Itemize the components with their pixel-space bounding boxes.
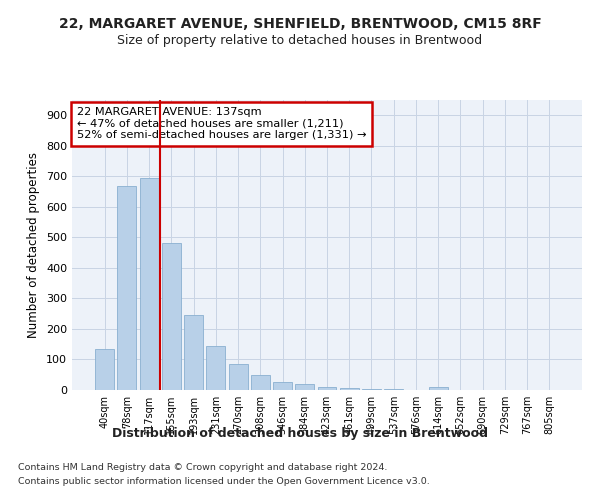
Bar [184, 315, 203, 390]
Text: Size of property relative to detached houses in Brentwood: Size of property relative to detached ho… [118, 34, 482, 47]
Y-axis label: Number of detached properties: Number of detached properties [28, 152, 40, 338]
Text: Distribution of detached houses by size in Brentwood: Distribution of detached houses by size … [112, 428, 488, 440]
Bar [295, 384, 314, 390]
Bar [118, 186, 136, 390]
Bar [317, 387, 337, 390]
Bar [273, 382, 292, 390]
Text: 22, MARGARET AVENUE, SHENFIELD, BRENTWOOD, CM15 8RF: 22, MARGARET AVENUE, SHENFIELD, BRENTWOO… [59, 18, 541, 32]
Bar [429, 387, 448, 390]
Bar [140, 178, 158, 390]
Bar [206, 346, 225, 390]
Bar [162, 244, 181, 390]
Text: Contains HM Land Registry data © Crown copyright and database right 2024.: Contains HM Land Registry data © Crown c… [18, 464, 388, 472]
Bar [251, 376, 270, 390]
Bar [95, 349, 114, 390]
Text: Contains public sector information licensed under the Open Government Licence v3: Contains public sector information licen… [18, 477, 430, 486]
Bar [340, 388, 359, 390]
Text: 22 MARGARET AVENUE: 137sqm
← 47% of detached houses are smaller (1,211)
52% of s: 22 MARGARET AVENUE: 137sqm ← 47% of deta… [77, 108, 367, 140]
Bar [229, 364, 248, 390]
